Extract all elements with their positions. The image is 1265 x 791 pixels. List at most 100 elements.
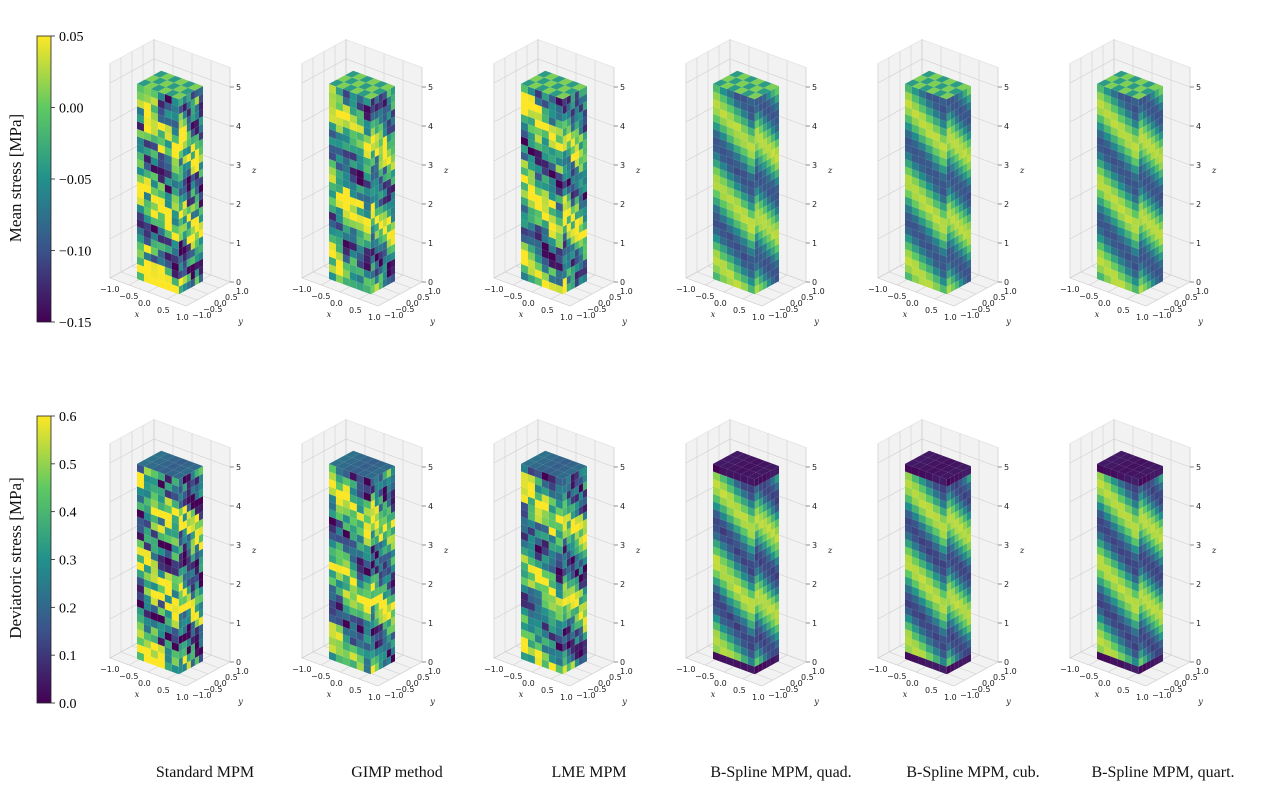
- surface-cell: [562, 664, 567, 675]
- surface-cell: [143, 153, 151, 165]
- surface-cell: [159, 460, 175, 468]
- surface-cell: [143, 101, 151, 112]
- surface-cell: [719, 153, 727, 165]
- surface-cell: [527, 601, 535, 612]
- surface-cell: [198, 176, 203, 186]
- surface-cell: [1138, 239, 1143, 250]
- surface-cell: [719, 563, 727, 575]
- surface-cell: [726, 119, 734, 130]
- surface-cell: [521, 188, 528, 199]
- y-tick-label: −0.5: [203, 685, 222, 694]
- surface-cell: [541, 584, 549, 595]
- surface-cell: [954, 152, 959, 163]
- surface-cell: [548, 564, 556, 575]
- surface-cell: [950, 632, 955, 643]
- surface-cell: [574, 493, 579, 503]
- surface-cell: [932, 94, 940, 105]
- surface-cell: [1110, 484, 1118, 495]
- z-tick-label: 5: [1196, 83, 1201, 92]
- surface-cell: [1097, 98, 1104, 109]
- surface-cell: [137, 136, 144, 147]
- surface-cell: [1138, 202, 1143, 212]
- surface-cell: [157, 467, 173, 475]
- surface-cell: [1124, 511, 1132, 522]
- surface-cell: [962, 200, 967, 211]
- y-axis-label: y: [621, 317, 627, 326]
- surface-cell: [570, 600, 575, 610]
- surface-cell: [555, 634, 563, 645]
- surface-cell: [1158, 153, 1163, 164]
- surface-cell: [382, 500, 387, 511]
- panel-3d: 012345z−1.0−0.50.00.51.0x1.00.50.0−0.5−1…: [292, 418, 449, 706]
- surface-cell: [950, 94, 955, 105]
- surface-cell: [918, 261, 926, 272]
- z-axis-label: z: [1019, 166, 1025, 175]
- surface-cell: [1150, 643, 1155, 653]
- surface-cell: [726, 269, 734, 280]
- surface-cell: [925, 546, 933, 557]
- surface-cell: [378, 637, 383, 648]
- surface-cell: [918, 171, 926, 182]
- surface-cell: [382, 150, 387, 161]
- surface-cell: [566, 94, 571, 105]
- surface-cell: [329, 628, 336, 639]
- surface-cell: [950, 132, 955, 143]
- surface-cell: [939, 581, 947, 592]
- surface-cell: [918, 201, 926, 212]
- surface-cell: [150, 626, 158, 637]
- x-tick-label: 0.0: [1098, 679, 1111, 688]
- surface-cell: [574, 188, 579, 198]
- surface-cell: [137, 508, 144, 519]
- surface-cell: [582, 251, 587, 261]
- surface-cell: [562, 119, 567, 130]
- surface-cell: [1124, 191, 1132, 202]
- surface-cell: [534, 84, 550, 92]
- surface-cell: [582, 481, 587, 491]
- surface-cell: [946, 544, 951, 555]
- surface-cell: [562, 187, 567, 197]
- surface-cell: [932, 646, 940, 657]
- surface-cell: [1146, 115, 1151, 125]
- surface-cell: [171, 581, 179, 592]
- surface-cell: [1150, 113, 1155, 123]
- surface-cell: [178, 172, 183, 182]
- surface-cell: [911, 191, 919, 202]
- surface-cell: [349, 99, 357, 110]
- surface-cell: [905, 643, 912, 654]
- surface-cell: [905, 613, 912, 624]
- surface-cell: [954, 540, 959, 550]
- surface-cell: [574, 620, 579, 631]
- surface-cell: [905, 113, 912, 124]
- surface-cell: [740, 469, 756, 477]
- surface-cell: [1124, 176, 1132, 187]
- surface-cell: [150, 529, 158, 540]
- surface-cell: [566, 527, 571, 538]
- surface-cell: [566, 229, 571, 240]
- surface-cell: [905, 121, 912, 132]
- surface-cell: [379, 463, 395, 471]
- surface-cell: [726, 201, 734, 212]
- surface-cell: [178, 194, 183, 205]
- surface-cell: [747, 626, 755, 637]
- surface-cell: [770, 118, 775, 128]
- surface-cell: [966, 93, 971, 104]
- surface-cell: [733, 264, 741, 275]
- surface-cell: [390, 623, 395, 634]
- surface-cell: [1158, 511, 1163, 521]
- surface-cell: [137, 471, 144, 482]
- surface-cell: [157, 234, 165, 245]
- surface-cell: [374, 579, 379, 590]
- surface-cell: [713, 79, 729, 87]
- surface-cell: [143, 198, 151, 210]
- surface-cell: [1124, 661, 1132, 672]
- y-tick-label: −1.0: [384, 691, 403, 700]
- surface-cell: [349, 584, 357, 595]
- surface-cell: [766, 560, 771, 571]
- surface-cell: [335, 488, 343, 500]
- surface-cell: [578, 118, 583, 128]
- surface-cell: [762, 220, 767, 230]
- surface-cell: [766, 218, 771, 228]
- surface-cell: [582, 631, 587, 641]
- surface-cell: [566, 282, 571, 293]
- surface-cell: [966, 473, 971, 484]
